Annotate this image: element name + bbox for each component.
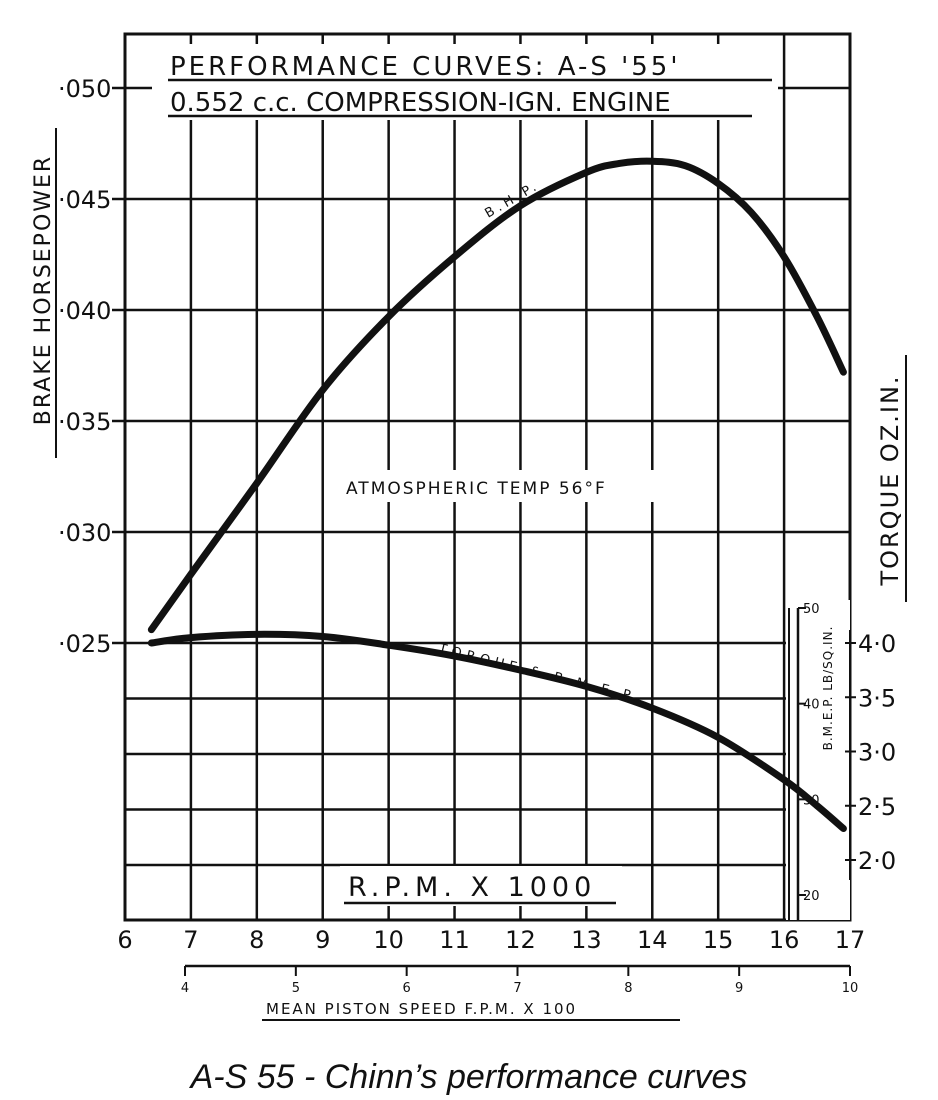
piston-speed-tick-label: 10 <box>842 981 859 996</box>
x-tick-label: 10 <box>373 926 404 954</box>
left-axis-ticks: ·025 ·030 ·035 ·040 ·045 ·050 <box>58 75 125 658</box>
x-label-bg <box>340 866 622 906</box>
chart-title-line2: 0.552 c.c. COMPRESSION-IGN. ENGINE <box>170 88 671 118</box>
torque-tick-label: 4·0 <box>858 630 896 658</box>
x-tick-label: 6 <box>117 926 132 954</box>
torque-tick-label: 3·5 <box>858 684 896 712</box>
grid-lines <box>125 34 850 920</box>
data-curves <box>147 157 847 833</box>
x-tick-label: 9 <box>315 926 330 954</box>
piston-speed-tick-label: 7 <box>513 981 521 996</box>
torque-axis-ticks: 2·0 2·5 3·0 3·5 4·0 <box>845 630 896 875</box>
torque-tick-label: 3·0 <box>858 739 896 767</box>
title-box <box>152 44 778 120</box>
x-axis-ticks: 6 7 8 9 10 11 12 13 14 15 16 17 <box>117 926 865 954</box>
x-tick-label: 14 <box>637 926 668 954</box>
piston-speed-tick-label: 9 <box>735 981 743 996</box>
bhp-curve <box>147 157 847 634</box>
annotation-bg <box>340 470 670 502</box>
x-axis-label: R.P.M. X 1000 <box>348 872 596 903</box>
x-tick-label: 15 <box>703 926 734 954</box>
x-tick-label: 7 <box>183 926 198 954</box>
figure-caption: A-S 55 - Chinn’s performance curves <box>190 1058 748 1096</box>
right-scale-bg <box>786 600 850 920</box>
left-tick-label: ·045 <box>58 186 111 214</box>
left-tick-label: ·050 <box>58 75 111 103</box>
bmep-tick-label: 40 <box>803 698 820 713</box>
piston-speed-axis-label: MEAN PISTON SPEED F.P.M. X 100 <box>266 1000 577 1018</box>
left-tick-label: ·025 <box>58 630 111 658</box>
atmospheric-temp-annotation: ATMOSPHERIC TEMP 56°F <box>346 479 607 499</box>
piston-speed-tick-label: 4 <box>181 981 189 996</box>
piston-speed-axis-ticks: 4 5 6 7 8 9 10 <box>181 966 858 996</box>
torque-bmep-curve <box>147 630 847 833</box>
bmep-tick-label: 50 <box>803 602 820 617</box>
piston-speed-tick-label: 5 <box>292 981 300 996</box>
torque-curve-label: TORQUE & B.M.E.P. <box>436 641 644 706</box>
x-tick-label: 11 <box>439 926 470 954</box>
performance-chart: ·025 ·030 ·035 ·040 ·045 ·050 6 7 8 9 10 11 12 13 14 1… <box>31 32 907 1021</box>
x-tick-label: 8 <box>249 926 264 954</box>
x-tick-label: 17 <box>835 926 866 954</box>
left-tick-label: ·030 <box>58 519 111 547</box>
torque-tick-label: 2·5 <box>858 793 896 821</box>
bmep-tick-label: 20 <box>803 889 820 904</box>
chart-title-line1: PERFORMANCE CURVES: A-S '55' <box>170 52 681 82</box>
torque-tick-label: 2·0 <box>858 847 896 875</box>
piston-speed-tick-label: 6 <box>403 981 411 996</box>
x-tick-label: 16 <box>769 926 800 954</box>
piston-speed-tick-label: 8 <box>624 981 632 996</box>
left-tick-label: ·035 <box>58 408 111 436</box>
plot-frame <box>123 32 852 922</box>
bmep-axis-label: B.M.E.P. LB/SQ.IN. <box>821 626 835 751</box>
left-tick-label: ·040 <box>58 297 111 325</box>
x-tick-label: 12 <box>505 926 536 954</box>
torque-axis-label: TORQUE OZ.IN. <box>876 374 904 586</box>
y-left-axis-label: BRAKE HORSEPOWER <box>31 155 56 425</box>
x-tick-label: 13 <box>571 926 602 954</box>
